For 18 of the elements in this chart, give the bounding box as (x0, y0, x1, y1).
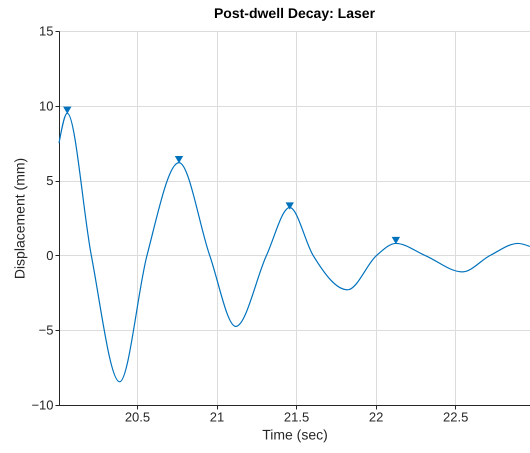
x-tick-label: 22.5 (443, 410, 468, 424)
y-tick-label: 10 (39, 98, 54, 114)
chart-title: Post-dwell Decay: Laser (214, 5, 376, 21)
x-tick-label: 21.5 (284, 410, 310, 424)
y-tick-label: 5 (46, 173, 54, 188)
x-tick-label: 21 (210, 410, 224, 424)
y-tick-label: −5 (38, 322, 54, 338)
x-tick-label: 20.5 (124, 410, 150, 424)
point (286, 202, 294, 210)
y-tick-label: −10 (31, 398, 54, 412)
y-tick-label: 15 (39, 24, 54, 38)
x-tick-label: 22 (368, 410, 384, 424)
point (392, 236, 400, 244)
point (174, 156, 184, 164)
y-axis-title: Displacement (mm) (11, 158, 28, 280)
y-tick-label: 0 (46, 248, 54, 263)
point (63, 106, 72, 114)
x-axis-title: Time (sec) (262, 426, 328, 442)
